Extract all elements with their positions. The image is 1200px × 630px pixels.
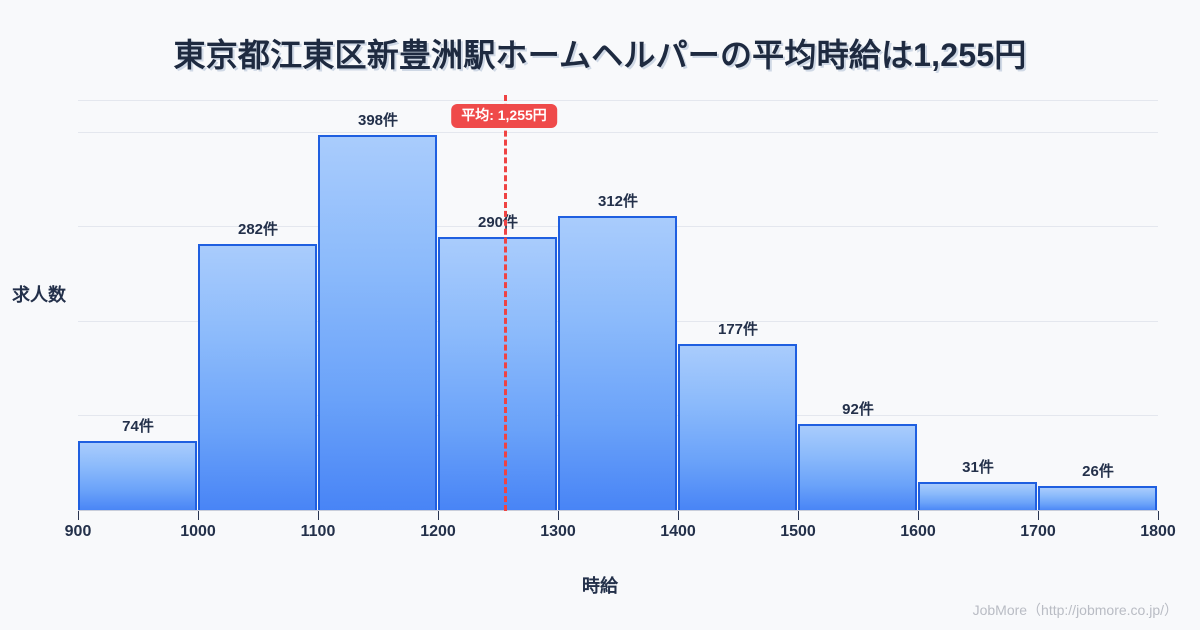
histogram-bar[interactable] [678,343,797,511]
bar-value-label: 177件 [717,320,759,338]
bar-value-label: 398件 [357,111,399,129]
bar-value-label: 92件 [842,401,874,419]
bar-value-label: 282件 [237,221,279,239]
histogram-bar[interactable] [438,236,557,511]
x-axis-tick-label: 1600 [900,523,936,540]
x-axis-tick-mark [1038,511,1039,520]
gridline [78,131,1158,133]
x-axis-tick-mark [798,511,799,520]
x-axis-tick-label: 1300 [540,523,576,540]
x-axis-tick-label: 1800 [1140,523,1176,540]
x-axis-baseline [78,510,1158,511]
histogram-bar[interactable] [198,244,317,511]
bar-value-label: 26件 [1082,463,1114,481]
histogram-bar[interactable] [318,134,437,511]
x-axis-tick-mark [438,511,439,520]
page-title: 東京都江東区新豊洲駅ホームヘルパーの平均時給は1,255円 [173,37,1027,73]
footer-watermark: JobMore（http://jobmore.co.jp/） [972,602,1178,618]
x-axis-tick-label: 1500 [780,523,816,540]
x-axis-tick-mark [78,511,79,520]
bar-value-label: 290件 [477,213,519,231]
chart-plot-area: 74件 282件 398件 290件 312件 177件 92件 31件 26件 [78,95,1158,511]
histogram-bar[interactable] [558,216,677,511]
x-axis-tick-label: 1100 [300,523,336,540]
x-axis-tick-label: 900 [64,523,92,540]
bar-value-label: 31件 [962,458,994,476]
histogram-bar[interactable] [1038,486,1157,511]
x-axis-tick-mark [198,511,199,520]
average-badge: 平均: 1,255円 [451,104,557,129]
x-axis-title: 時給 [582,576,618,596]
bar-value-label: 312件 [597,193,639,211]
x-axis-tick-label: 1700 [1020,523,1056,540]
x-axis-tick-label: 1400 [660,523,696,540]
x-axis-tick-label: 1200 [420,523,456,540]
histogram-bar[interactable] [798,424,917,511]
histogram-bar[interactable] [918,481,1037,511]
gridline [78,100,1158,101]
histogram-bar[interactable] [78,441,197,511]
x-axis-tick-mark [1158,511,1159,520]
x-axis-tick-label: 1000 [180,523,216,540]
x-axis-tick-mark [558,511,559,520]
x-axis-tick-mark [318,511,319,520]
bar-value-label: 74件 [122,418,154,436]
x-axis-tick-mark [918,511,919,520]
x-axis-tick-mark [678,511,679,520]
average-line [504,95,507,511]
y-axis-title: 求人数 [12,285,66,305]
